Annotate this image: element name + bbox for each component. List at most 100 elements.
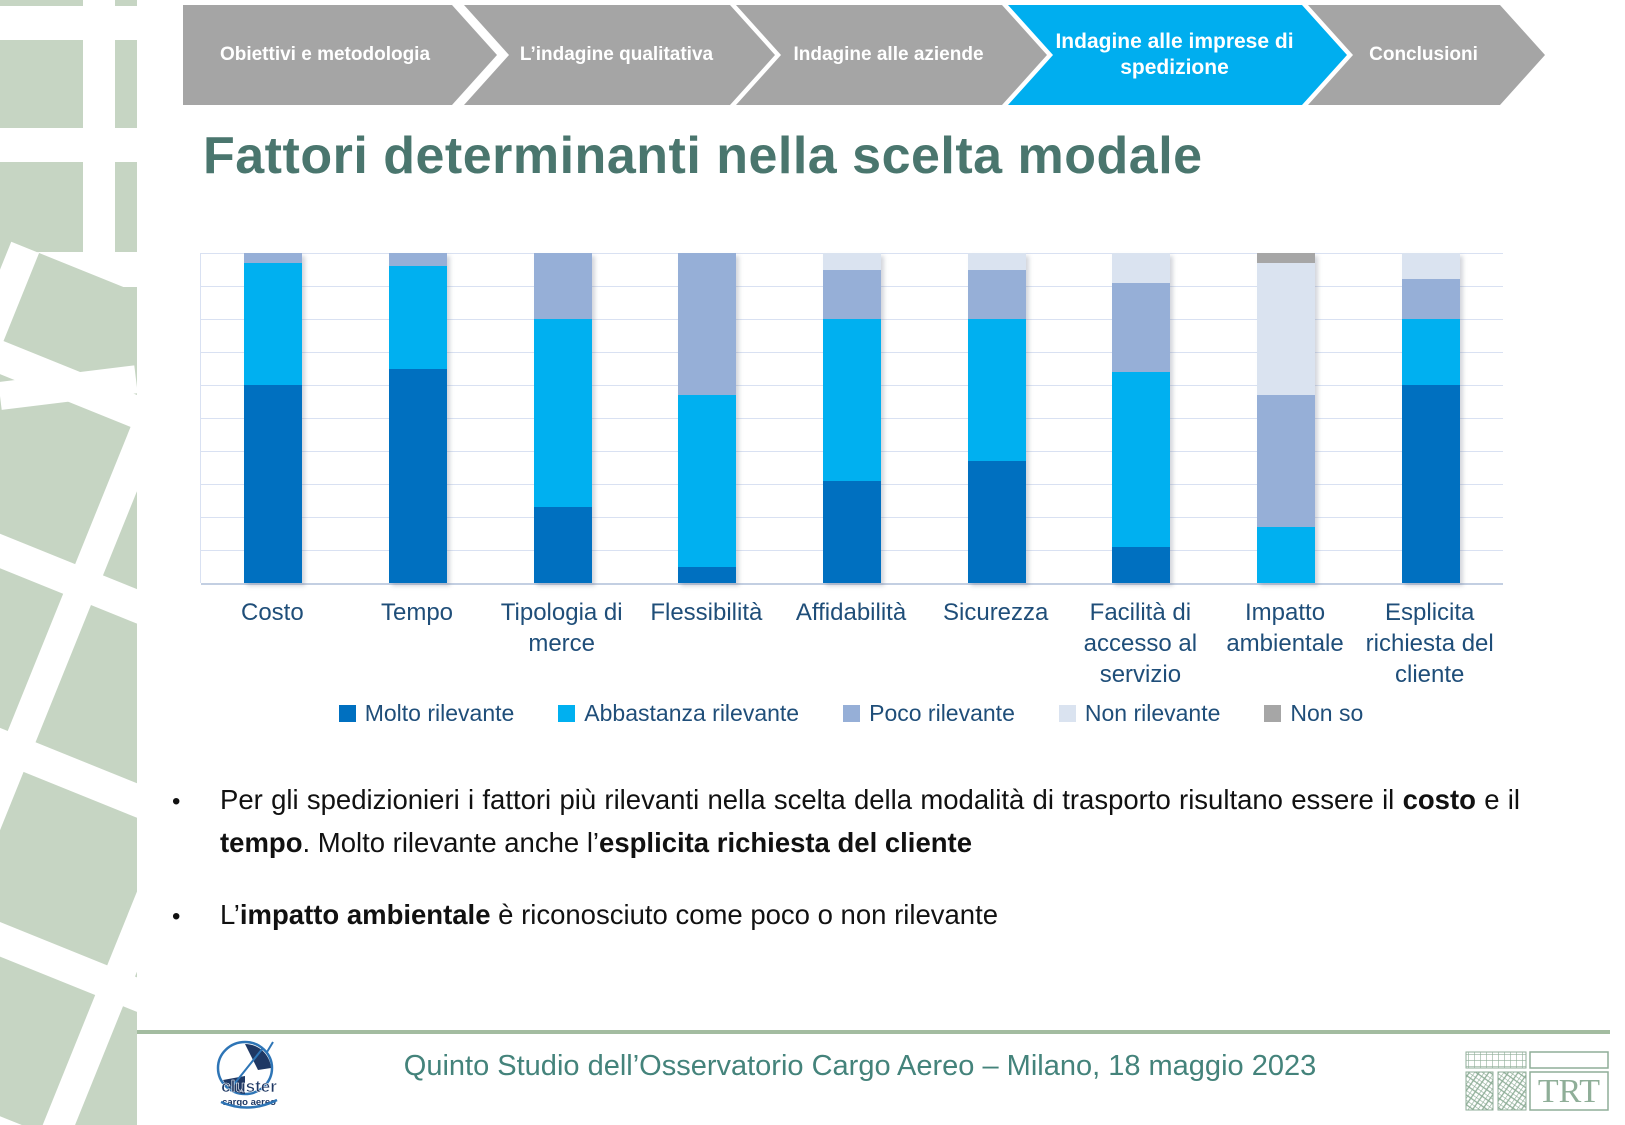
bar-stack-impatto-ambientale <box>1256 253 1315 583</box>
bar-stack-esplicita-richiesta-del-cliente <box>1401 253 1460 583</box>
bar-stack-costo <box>244 253 303 583</box>
chart-column-facilit-di-accesso-al-servizio <box>1069 253 1214 583</box>
chart-plot <box>200 253 1503 585</box>
category-label-flessibilit: Flessibilità <box>650 599 763 626</box>
bar-segment-non-so-impatto-ambientale <box>1256 253 1315 263</box>
bullet-bold-run: tempo <box>220 827 303 858</box>
bullet-text-run: Per gli spedizionieri i fattori più rile… <box>220 784 1403 815</box>
chart-column-costo <box>201 253 346 583</box>
nav-step-label: L’indagine qualitativa <box>519 44 714 66</box>
legend-item-abbastanza-rilevante: Abbastanza rilevante <box>558 700 799 727</box>
legend-swatch-molto-rilevante <box>338 705 356 722</box>
legend-swatch-abbastanza-rilevante <box>558 705 576 722</box>
trt-logo-text: TRT <box>1538 1073 1600 1110</box>
bar-stack-facilit-di-accesso-al-servizio <box>1112 253 1171 583</box>
bar-segment-molto-rilevante-tempo <box>388 368 447 583</box>
bullet-list: • Per gli spedizionieri i fattori più ri… <box>172 778 1520 967</box>
category-label-sicurezza: Sicurezza <box>943 599 1049 626</box>
bullet-text-run: e il <box>1475 784 1520 815</box>
bar-segment-molto-rilevante-tipologia-di-merce <box>533 507 592 583</box>
legend-label: Poco rilevante <box>869 700 1015 726</box>
bar-segment-abbastanza-rilevante-esplicita-richiesta-del-cliente <box>1401 319 1460 385</box>
chart-column-tipologia-di-merce <box>490 253 635 583</box>
bar-segment-abbastanza-rilevante-facilit-di-accesso-al-servizio <box>1112 371 1171 547</box>
category-label-tempo: Tempo <box>380 599 454 626</box>
nav-step-indagine-qualitativa[interactable]: L’indagine qualitativa <box>464 5 775 105</box>
nav-step-label: Indagine alle imprese di spedizione <box>1055 29 1294 79</box>
legend-swatch-non-so <box>1264 705 1282 722</box>
bar-segment-non-rilevante-impatto-ambientale <box>1256 262 1315 395</box>
legend-item-poco-rilevante: Poco rilevante <box>843 700 1015 727</box>
nav-step-label: Conclusioni <box>1369 44 1478 66</box>
bullet-text-run: . Molto rilevante anche l’ <box>302 827 600 858</box>
nav-step-label: Indagine alle aziende <box>793 44 984 66</box>
bar-segment-abbastanza-rilevante-costo <box>244 262 303 385</box>
cluster-logo-subtext: cargo aereo <box>222 1097 276 1108</box>
chart-column-affidabilit <box>780 253 925 583</box>
bullet-text-run: L’ <box>220 899 240 930</box>
bullet-item: • Per gli spedizionieri i fattori più ri… <box>172 778 1520 864</box>
bar-segment-molto-rilevante-affidabilit <box>822 480 881 583</box>
bar-segment-abbastanza-rilevante-affidabilit <box>822 319 881 481</box>
x-axis-line <box>201 583 1503 585</box>
nav-step-indagine-imprese-spedizione[interactable]: Indagine alle imprese di spedizione <box>1008 5 1347 105</box>
chart-column-esplicita-richiesta-del-cliente <box>1358 253 1503 583</box>
category-label-facilit-di-accesso-al-servizio: Facilità di accesso al servizio <box>1083 599 1198 688</box>
bullet-text: L’impatto ambientale è riconosciuto come… <box>220 893 1520 938</box>
bar-segment-molto-rilevante-sicurezza <box>967 460 1026 583</box>
bullet-dot: • <box>172 903 181 930</box>
legend-label: Molto rilevante <box>364 700 515 726</box>
bar-segment-poco-rilevante-costo <box>244 253 303 263</box>
bar-segment-non-rilevante-sicurezza <box>967 253 1026 270</box>
legend-label: Abbastanza rilevante <box>584 700 800 726</box>
legend-swatch-poco-rilevante <box>843 705 861 722</box>
nav-step-obiettivi[interactable]: Obiettivi e metodologia <box>183 5 497 105</box>
bullet-text-run: è riconosciuto come poco o non rilevante <box>490 899 999 930</box>
bar-segment-molto-rilevante-facilit-di-accesso-al-servizio <box>1112 546 1171 583</box>
bullet-item: • L’impatto ambientale è riconosciuto co… <box>172 893 1520 938</box>
bar-segment-poco-rilevante-facilit-di-accesso-al-servizio <box>1112 282 1171 372</box>
bullet-text: Per gli spedizionieri i fattori più rile… <box>220 778 1520 864</box>
bullet-dot: • <box>172 788 181 815</box>
cluster-logo-text: cluster <box>221 1077 277 1096</box>
cluster-cargo-aereo-logo: cluster cargo aereo <box>216 1040 278 1109</box>
category-label-costo: Costo <box>240 599 304 626</box>
bar-segment-poco-rilevante-impatto-ambientale <box>1256 394 1315 527</box>
chart-column-flessibilit <box>635 253 780 583</box>
chart-legend: Molto rilevante Abbastanza rilevante Poco … <box>200 700 1502 727</box>
bar-segment-non-rilevante-affidabilit <box>822 253 881 270</box>
bar-stack-sicurezza <box>967 253 1026 583</box>
bar-segment-poco-rilevante-flessibilit <box>678 253 737 395</box>
bullet-bold-run: impatto ambientale <box>239 899 491 930</box>
category-label-affidabilit: Affidabilità <box>795 599 907 626</box>
chart-column-sicurezza <box>924 253 1069 583</box>
bar-segment-poco-rilevante-affidabilit <box>822 269 881 320</box>
bar-segment-poco-rilevante-tipologia-di-merce <box>533 253 592 320</box>
legend-swatch-non-rilevante <box>1058 705 1076 722</box>
nav-step-indagine-aziende[interactable]: Indagine alle aziende <box>736 5 1047 105</box>
nav-step-label: Obiettivi e metodologia <box>219 44 431 66</box>
bar-segment-poco-rilevante-esplicita-richiesta-del-cliente <box>1401 279 1460 319</box>
bar-segment-molto-rilevante-costo <box>244 385 303 583</box>
chart-category-labels: Costo Tempo Tipologia di merce Flessibilità… <box>200 597 1502 690</box>
chart-column-tempo <box>346 253 491 583</box>
bar-segment-abbastanza-rilevante-tempo <box>388 266 447 369</box>
category-label-esplicita-richiesta-del-cliente: Esplicita richiesta del cliente <box>1365 599 1494 688</box>
map-pattern-decoration <box>0 0 137 1125</box>
bar-stack-tipologia-di-merce <box>533 253 592 583</box>
bar-segment-abbastanza-rilevante-flessibilit <box>678 394 737 567</box>
footer-divider <box>137 1030 1610 1034</box>
bullet-bold-run: costo <box>1402 784 1476 815</box>
bar-stack-affidabilit <box>822 253 881 583</box>
bar-segment-poco-rilevante-tempo <box>388 253 447 267</box>
legend-item-non-rilevante: Non rilevante <box>1058 700 1220 727</box>
footer-caption: Quinto Studio dell’Osservatorio Cargo Ae… <box>403 1050 1317 1082</box>
trt-logo: TRT <box>1465 1051 1609 1111</box>
bar-segment-non-rilevante-esplicita-richiesta-del-cliente <box>1401 253 1460 280</box>
legend-label: Non so <box>1290 700 1364 726</box>
chart-column-impatto-ambientale <box>1214 253 1359 583</box>
bar-segment-poco-rilevante-sicurezza <box>967 269 1026 320</box>
bar-segment-abbastanza-rilevante-tipologia-di-merce <box>533 319 592 508</box>
legend-item-molto-rilevante: Molto rilevante <box>338 700 515 727</box>
